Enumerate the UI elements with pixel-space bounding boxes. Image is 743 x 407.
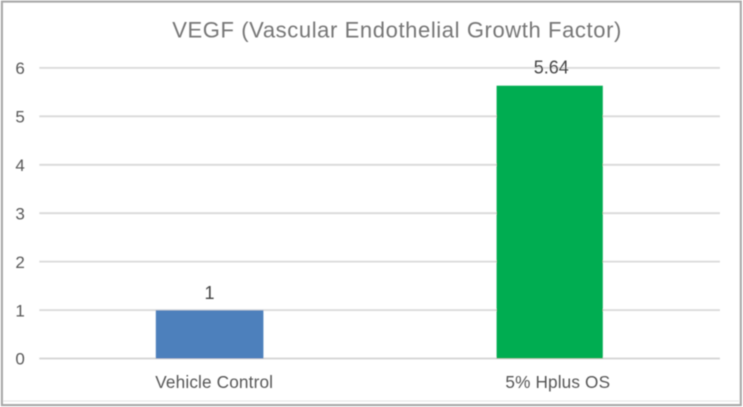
svg-text:5.64: 5.64 [534,58,569,78]
svg-text:1: 1 [204,283,214,303]
svg-text:2: 2 [15,253,24,272]
svg-text:VEGF (Vascular Endothelial Gro: VEGF (Vascular Endothelial Growth Factor… [172,18,622,43]
svg-text:1: 1 [15,301,24,320]
svg-text:Vehicle Control: Vehicle Control [155,372,273,392]
svg-text:5: 5 [15,108,24,127]
svg-text:3: 3 [15,204,24,223]
svg-text:6: 6 [15,59,24,78]
svg-text:0: 0 [15,350,24,369]
svg-text:5% Hplus OS: 5% Hplus OS [505,372,610,392]
svg-text:4: 4 [15,156,24,175]
